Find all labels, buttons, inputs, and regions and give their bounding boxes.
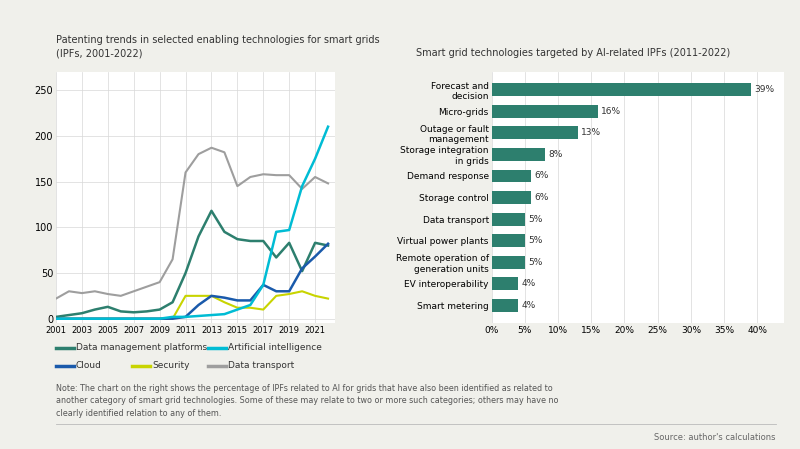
Bar [491,256,525,269]
Text: 5%: 5% [528,236,542,245]
Bar [491,277,518,291]
Bar [491,170,531,182]
Text: Data management platforms: Data management platforms [76,343,207,352]
Text: 13%: 13% [582,128,602,137]
Text: 5%: 5% [528,215,542,224]
Text: Patenting trends in selected enabling technologies for smart grids
(IPFs, 2001-2: Patenting trends in selected enabling te… [56,35,380,58]
Text: Data transport: Data transport [228,361,294,370]
Text: Cloud: Cloud [76,361,102,370]
Bar [491,83,750,96]
Text: 16%: 16% [602,107,622,116]
Text: 6%: 6% [534,193,549,202]
Text: 4%: 4% [522,301,536,310]
Text: 5%: 5% [528,258,542,267]
Text: Note: The chart on the right shows the percentage of IPFs related to AI for grid: Note: The chart on the right shows the p… [56,384,558,418]
Text: Source: author's calculations: Source: author's calculations [654,433,776,442]
Bar [491,213,525,225]
Bar [491,234,525,247]
Text: Smart grid technologies targeted by AI-related IPFs (2011-2022): Smart grid technologies targeted by AI-r… [416,48,730,58]
Bar [491,105,598,118]
Text: Security: Security [152,361,190,370]
Bar [491,299,518,312]
Bar [491,191,531,204]
Text: 8%: 8% [548,150,562,159]
Bar [491,127,578,139]
Text: 39%: 39% [754,85,774,94]
Text: 6%: 6% [534,172,549,180]
Bar [491,148,545,161]
Text: Artificial intelligence: Artificial intelligence [228,343,322,352]
Text: 4%: 4% [522,279,536,288]
